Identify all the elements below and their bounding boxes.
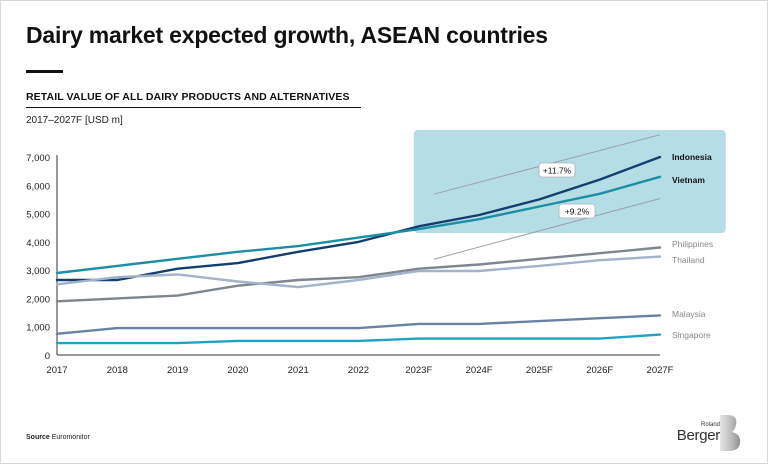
series-line-thailand: [55, 255, 662, 289]
x-tick-label: 2027F: [647, 365, 674, 376]
b-logo-icon: [720, 415, 741, 451]
y-tick-label: 2,000: [26, 294, 50, 305]
x-tick-label: 2026F: [586, 365, 613, 376]
series-line-singapore: [55, 333, 662, 345]
y-tick-label: 1,000: [26, 323, 50, 334]
forecast-highlight-box: [413, 130, 726, 233]
source-label: Source: [26, 434, 50, 441]
series-label-indonesia: Indonesia: [672, 152, 712, 162]
chart-subtitle: RETAIL VALUE OF ALL DAIRY PRODUCTS AND A…: [26, 91, 350, 103]
series-line-malaysia: [55, 314, 662, 335]
logo-text-bottom: Berger: [676, 427, 721, 444]
source-note: Source Euromonitor: [26, 434, 90, 441]
series-label-philippines: Philippines: [672, 239, 713, 249]
x-tick-label: 2017: [46, 365, 67, 376]
x-tick-label: 2022: [348, 365, 369, 376]
title-rule: [26, 70, 63, 73]
series-label-malaysia: Malaysia: [672, 309, 706, 319]
chart-title: Dairy market expected growth, ASEAN coun…: [26, 22, 548, 48]
x-tick-label: 2023F: [405, 365, 432, 376]
series-line-indonesia: [55, 155, 662, 282]
y-tick-label: 6,000: [26, 181, 50, 192]
series-label-vietnam: Vietnam: [672, 175, 705, 185]
source-value: Euromonitor: [51, 434, 90, 441]
x-tick-label: 2020: [227, 365, 248, 376]
x-tick-label: 2018: [107, 365, 128, 376]
subtitle-rule: [26, 107, 361, 108]
series-label-singapore: Singapore: [672, 330, 711, 340]
cagr-guide-line: [433, 198, 661, 260]
unit-label: 2017–2027F [USD m]: [26, 115, 123, 126]
x-tick-label: 2021: [288, 365, 309, 376]
y-tick-label: 4,000: [26, 238, 50, 249]
y-tick-label: 5,000: [26, 210, 50, 221]
series-line-philippines: [55, 246, 662, 303]
series-label-thailand: Thailand: [672, 255, 705, 265]
x-tick-label: 2019: [167, 365, 188, 376]
cagr-badge: [538, 162, 576, 178]
y-tick-label: 3,000: [26, 266, 50, 277]
x-tick-label: 2025F: [526, 365, 553, 376]
y-tick-label: 0: [45, 351, 50, 362]
roland-berger-logo: Roland Berger: [670, 415, 750, 453]
x-tick-label: 2024F: [466, 365, 493, 376]
logo-text-top: Roland: [700, 422, 720, 428]
y-tick-label: 7,000: [26, 153, 50, 164]
cagr-badge-label: +11.7%: [543, 166, 572, 176]
series-line-vietnam: [55, 175, 662, 275]
cagr-badge: [558, 203, 596, 219]
cagr-badge-label: +9.2%: [565, 207, 590, 217]
